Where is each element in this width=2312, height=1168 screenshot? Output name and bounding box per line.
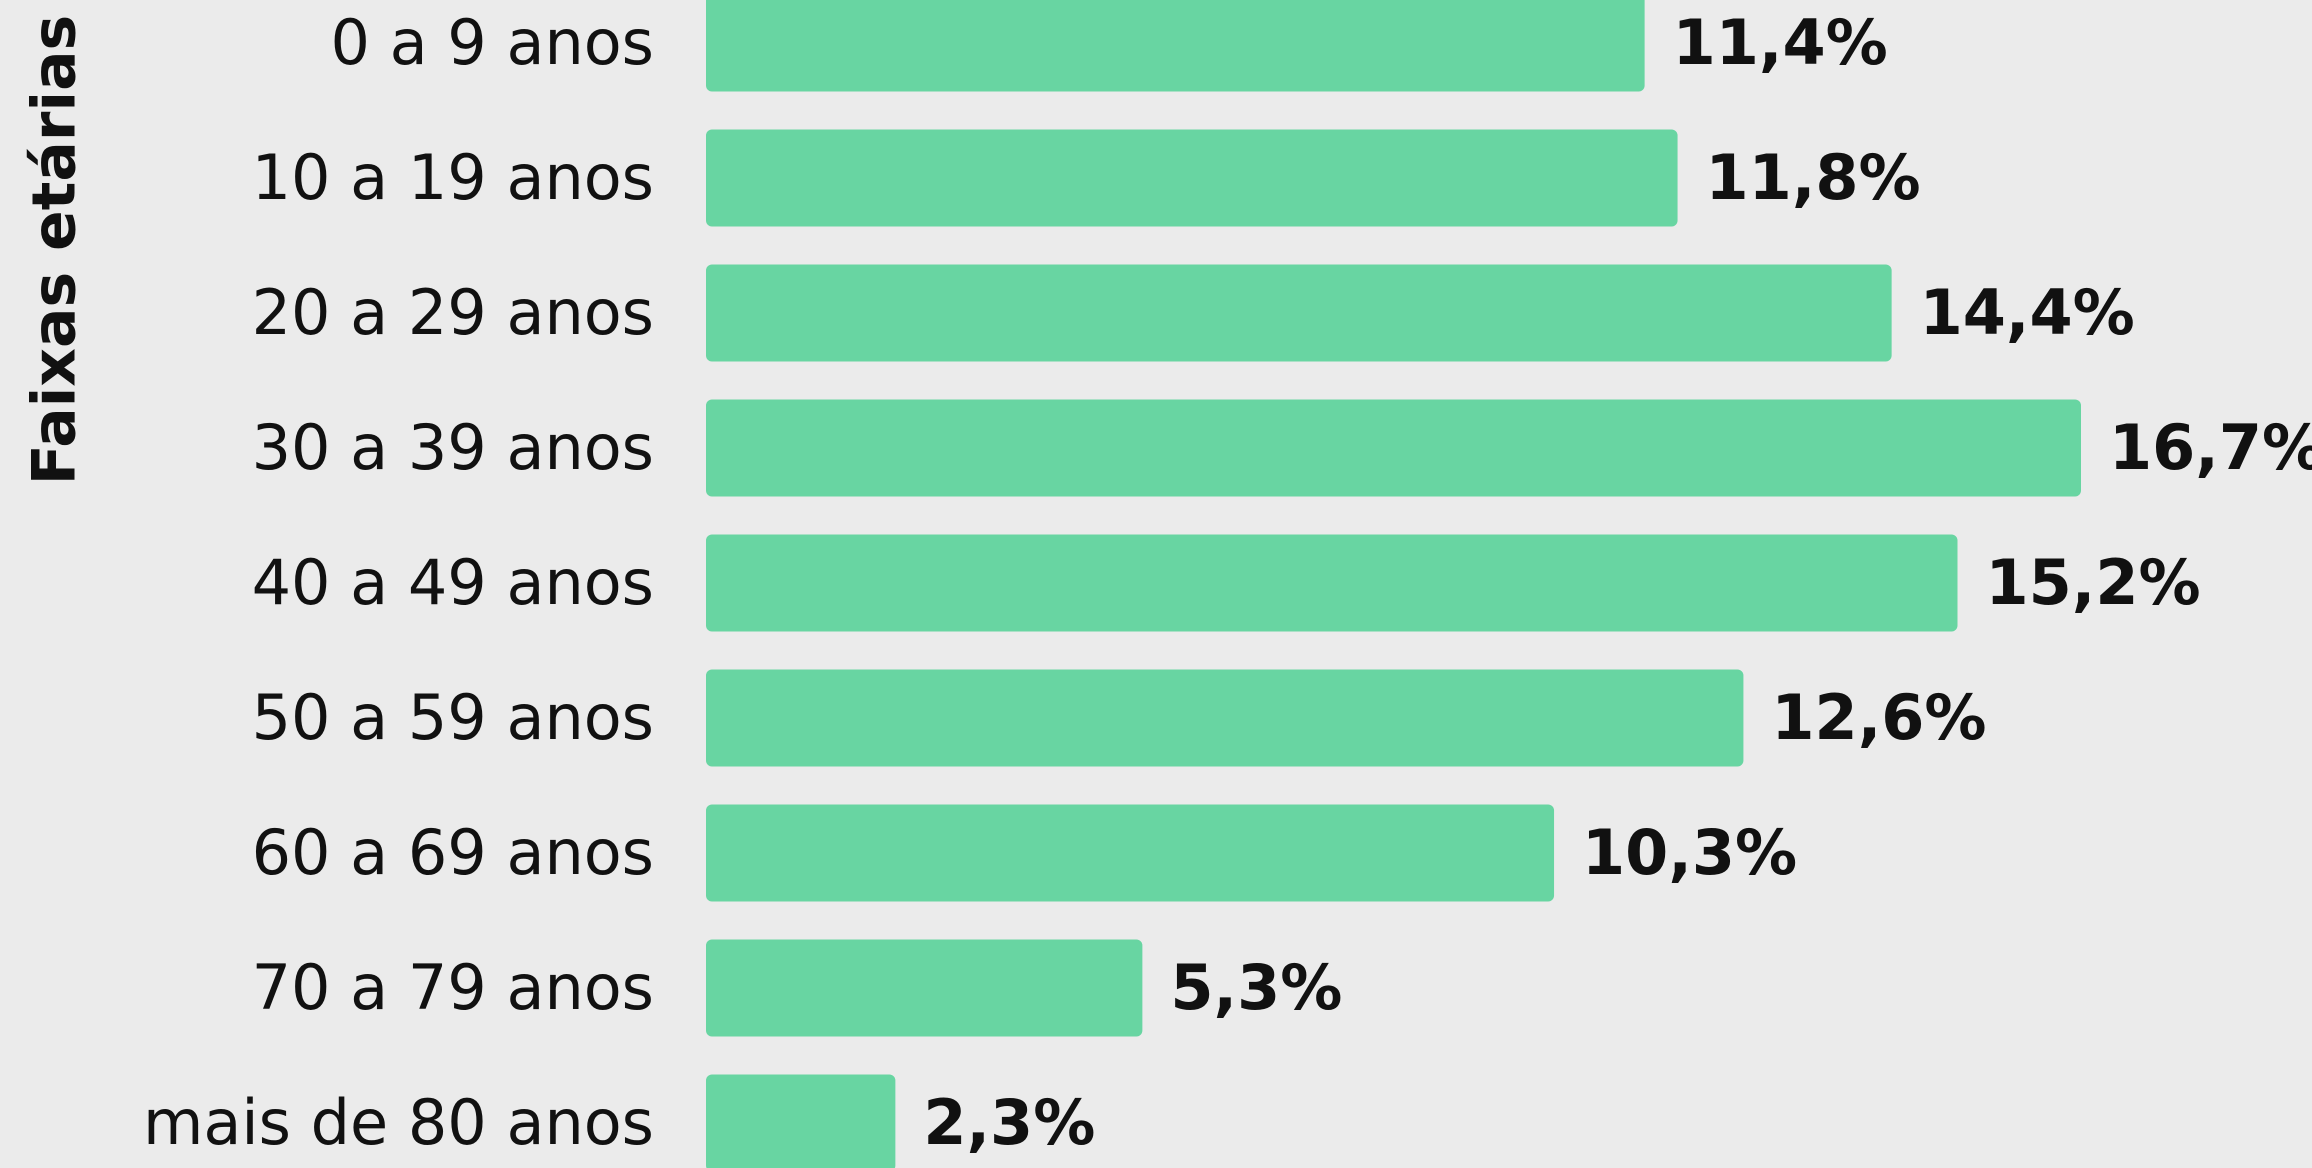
- value-label: 2,3%: [923, 1086, 1095, 1159]
- value-label: 10,3%: [1582, 816, 1797, 889]
- category-label: 20 a 29 anos: [252, 276, 654, 349]
- bar: [706, 1074, 896, 1168]
- bar: [706, 399, 2081, 497]
- value-label: 16,7%: [2109, 411, 2312, 484]
- category-label: mais de 80 anos: [143, 1086, 654, 1159]
- bar: [706, 129, 1678, 227]
- bar: [706, 804, 1555, 902]
- bar: [706, 534, 1958, 632]
- category-label: 50 a 59 anos: [252, 681, 654, 754]
- y-axis-title: Faixas etárias: [20, 15, 90, 486]
- bar: [706, 669, 1744, 767]
- value-label: 11,4%: [1673, 6, 1888, 79]
- value-label: 12,6%: [1771, 681, 1986, 754]
- bar: [706, 0, 1645, 92]
- category-label: 70 a 79 anos: [252, 951, 654, 1024]
- category-label: 30 a 39 anos: [252, 411, 654, 484]
- bar: [706, 264, 1892, 362]
- value-label: 15,2%: [1985, 546, 2200, 619]
- bar: [706, 939, 1143, 1037]
- value-label: 14,4%: [1920, 276, 2135, 349]
- category-label: 40 a 49 anos: [252, 546, 654, 619]
- category-label: 10 a 19 anos: [252, 141, 654, 214]
- value-label: 11,8%: [1706, 141, 1921, 214]
- category-label: 60 a 69 anos: [252, 816, 654, 889]
- category-label: 0 a 9 anos: [330, 6, 654, 79]
- value-label: 5,3%: [1170, 951, 1342, 1024]
